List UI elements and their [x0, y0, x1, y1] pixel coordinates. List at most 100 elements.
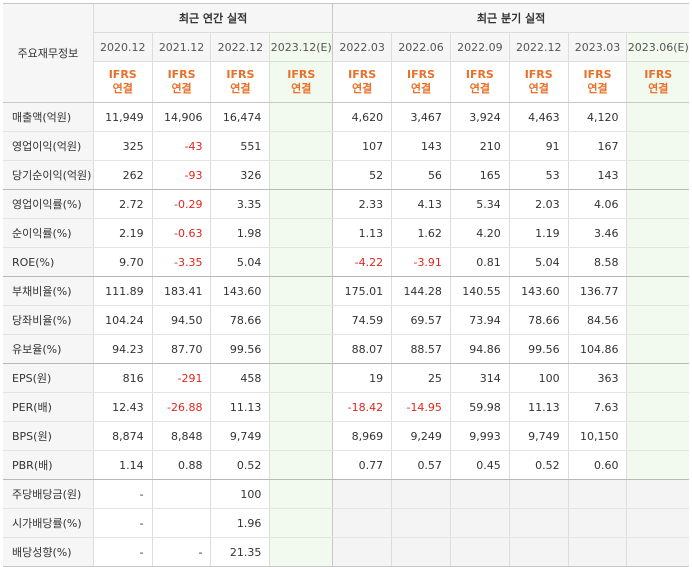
cell-quarterly [626, 160, 689, 190]
cell-quarterly: -4.22 [332, 247, 392, 277]
cell-annual: 8,848 [151, 421, 211, 451]
table-row: 부채비율(%) 111.89 183.41 143.60 175.01 144.28 140… [3, 276, 689, 306]
cell-quarterly: 1.19 [508, 218, 569, 248]
cell-quarterly [332, 508, 392, 538]
cell-annual: 8,874 [92, 421, 153, 451]
period-header-annual: 2021.12 [151, 32, 211, 62]
row-label: 유보율(%) [3, 334, 94, 364]
row-label: 영업이익(억원) [3, 131, 94, 161]
cell-quarterly: 1.13 [332, 218, 392, 248]
basis-line-ifrs: IFRS [465, 68, 494, 81]
cell-annual: 326 [210, 160, 270, 190]
table-row: 시가배당률(%) - 1.96 [3, 508, 689, 538]
cell-annual: 183.41 [151, 276, 211, 306]
cell-quarterly: 0.60 [567, 450, 627, 480]
cell-quarterly: 4.20 [449, 218, 510, 248]
basis-line-consolidated: 연결 [528, 82, 549, 95]
basis-line-ifrs: IFRS [583, 68, 612, 81]
cell-quarterly: 140.55 [449, 276, 510, 306]
table-row: 매출액(억원) 11,949 14,906 16,474 4,620 3,467 3,924… [3, 102, 689, 132]
basis-line-consolidated: 연결 [230, 82, 251, 95]
cell-annual: 1.96 [210, 508, 270, 538]
cell-quarterly: 0.57 [391, 450, 451, 480]
cell-quarterly [508, 537, 569, 567]
cell-annual: 325 [92, 131, 153, 161]
table-row: EPS(원) 816 -291 458 19 25 314 100 363 [3, 363, 689, 393]
cell-quarterly: 2.03 [508, 189, 569, 219]
basis-line-consolidated: 연결 [469, 82, 490, 95]
cell-annual: 94.50 [151, 305, 211, 335]
cell-quarterly: 88.57 [391, 334, 451, 364]
cell-annual: 0.88 [151, 450, 211, 480]
cell-quarterly: 210 [449, 131, 510, 161]
cell-annual [269, 392, 333, 422]
financial-summary-table: 주요재무정보 최근 연간 실적 최근 분기 실적 2020.12 2021.12 2022… [3, 3, 689, 567]
cell-quarterly: 74.59 [332, 305, 392, 335]
basis-line-ifrs: IFRS [524, 68, 553, 81]
cell-annual: -93 [151, 160, 211, 190]
cell-annual: 111.89 [92, 276, 153, 306]
cell-quarterly: 4.06 [567, 189, 627, 219]
basis-line-consolidated: 연결 [352, 82, 373, 95]
basis-label: IFRS 연결 [508, 61, 569, 103]
cell-annual: 87.70 [151, 334, 211, 364]
cell-quarterly: 4.13 [391, 189, 451, 219]
cell-annual [269, 131, 333, 161]
cell-annual: 1.14 [92, 450, 153, 480]
cell-quarterly: 88.07 [332, 334, 392, 364]
cell-quarterly: 144.28 [391, 276, 451, 306]
cell-quarterly [626, 392, 689, 422]
cell-quarterly: 143 [391, 131, 451, 161]
basis-line-ifrs: IFRS [644, 68, 673, 81]
cell-annual: -26.88 [151, 392, 211, 422]
table-row: BPS(원) 8,874 8,848 9,749 8,969 9,249 9,993 9,74… [3, 421, 689, 451]
cell-annual [269, 218, 333, 248]
cell-quarterly [626, 247, 689, 277]
cell-annual: 9.70 [92, 247, 153, 277]
cell-quarterly: -18.42 [332, 392, 392, 422]
cell-quarterly [332, 537, 392, 567]
cell-quarterly: 8.58 [567, 247, 627, 277]
cell-annual: 12.43 [92, 392, 153, 422]
cell-quarterly: 143 [567, 160, 627, 190]
basis-line-ifrs: IFRS [348, 68, 377, 81]
basis-label: IFRS 연결 [151, 61, 211, 103]
cell-annual: 2.19 [92, 218, 153, 248]
table-row: 당기순이익(억원) 262 -93 326 52 56 165 53 143 [3, 160, 689, 190]
basis-line-consolidated: 연결 [410, 82, 432, 95]
basis-label: IFRS 연결 [567, 61, 627, 103]
cell-quarterly: 4,120 [567, 102, 627, 132]
basis-label: IFRS 연결 [332, 61, 392, 103]
cell-quarterly [626, 450, 689, 480]
cell-annual: 262 [92, 160, 153, 190]
basis-line-ifrs: IFRS [226, 68, 255, 81]
cell-annual: -43 [151, 131, 211, 161]
cell-annual [269, 363, 333, 393]
cell-quarterly: 10,150 [567, 421, 627, 451]
period-header-annual: 2020.12 [92, 32, 153, 62]
cell-annual: 14,906 [151, 102, 211, 132]
cell-annual: -0.29 [151, 189, 211, 219]
cell-annual: 100 [210, 479, 270, 509]
cell-quarterly: 53 [508, 160, 569, 190]
cell-annual: 9,749 [210, 421, 270, 451]
cell-annual [151, 508, 211, 538]
cell-quarterly: 78.66 [508, 305, 569, 335]
cell-annual: - [92, 537, 153, 567]
cell-quarterly: 3.46 [567, 218, 627, 248]
cell-quarterly: 363 [567, 363, 627, 393]
cell-quarterly: 0.52 [508, 450, 569, 480]
period-header-annual: 2022.12 [210, 32, 270, 62]
basis-line-ifrs: IFRS [108, 68, 137, 81]
cell-quarterly [626, 131, 689, 161]
cell-annual: -291 [151, 363, 211, 393]
cell-quarterly: 165 [449, 160, 510, 190]
cell-quarterly: 314 [449, 363, 510, 393]
cell-annual: 21.35 [210, 537, 270, 567]
cell-quarterly [626, 421, 689, 451]
table-row: 영업이익(억원) 325 -43 551 107 143 210 91 167 [3, 131, 689, 161]
cell-quarterly: 8,969 [332, 421, 392, 451]
table-row: ROE(%) 9.70 -3.35 5.04 -4.22 -3.91 0.81 5.04 8.5… [3, 247, 689, 277]
cell-annual: 99.56 [210, 334, 270, 364]
cell-quarterly: -3.91 [391, 247, 451, 277]
